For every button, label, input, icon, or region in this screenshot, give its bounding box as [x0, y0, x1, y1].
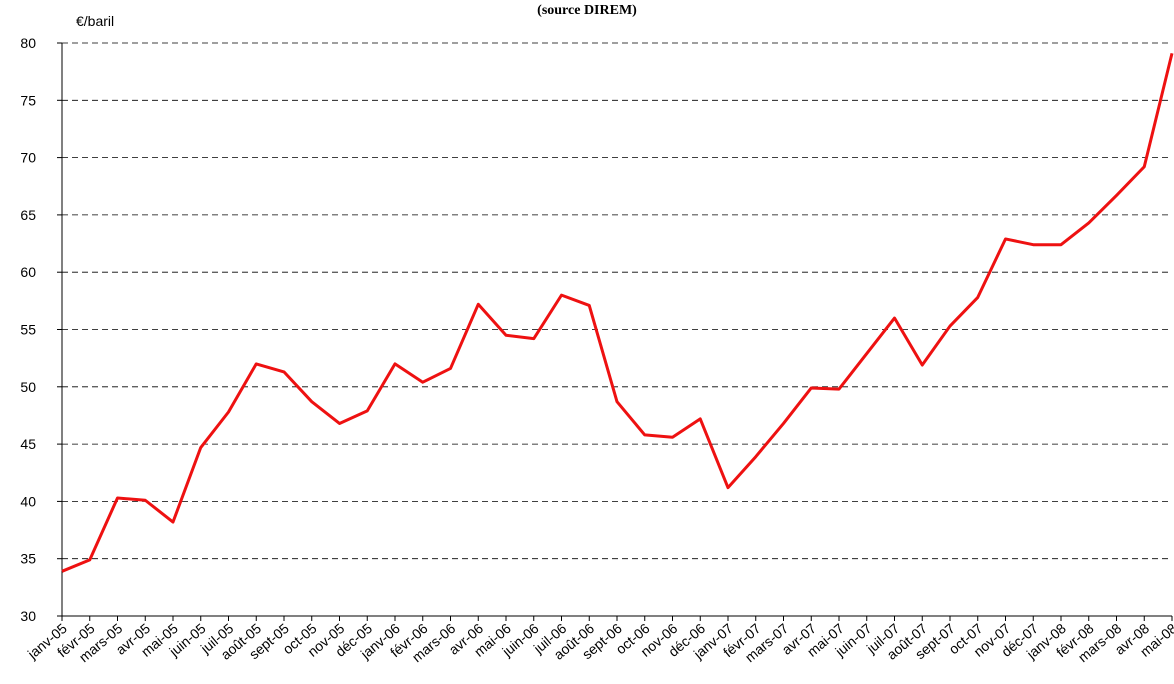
y-tick-label: 45: [20, 436, 36, 452]
y-tick-label: 80: [20, 35, 36, 51]
y-tick-label: 55: [20, 322, 36, 338]
y-tick-label: 65: [20, 207, 36, 223]
y-tick-label: 60: [20, 264, 36, 280]
y-axis-label: €/baril: [76, 13, 114, 29]
y-tick-label: 75: [20, 92, 36, 108]
data-line: [61, 52, 1174, 573]
y-tick-label: 30: [20, 608, 36, 624]
y-tick-label: 35: [20, 551, 36, 567]
y-tick-label: 50: [20, 379, 36, 395]
y-tick-label: 40: [20, 493, 36, 509]
y-tick-label: 70: [20, 150, 36, 166]
chart-subtitle: (source DIREM): [537, 3, 637, 18]
